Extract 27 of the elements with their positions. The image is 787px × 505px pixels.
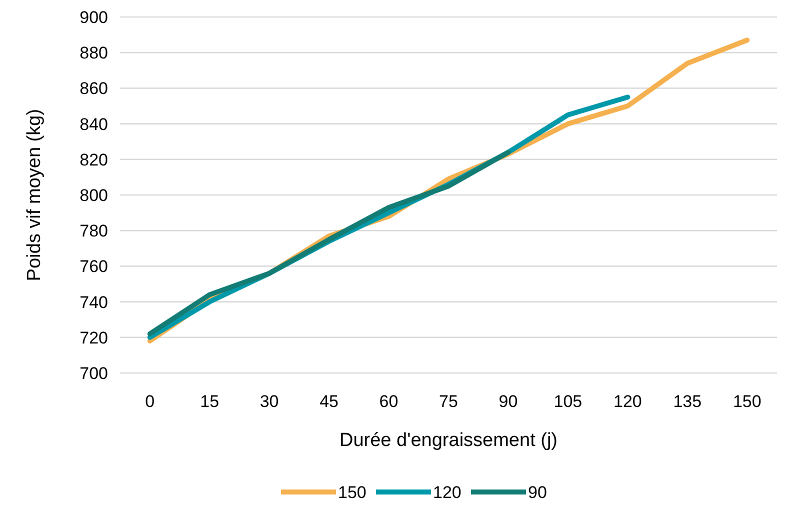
y-tick-label: 760 <box>80 257 108 276</box>
x-tick-label: 30 <box>260 392 279 411</box>
y-tick-label: 820 <box>80 150 108 170</box>
x-tick-label: 15 <box>200 392 220 411</box>
legend-label: 90 <box>528 482 547 502</box>
x-tick-label: 90 <box>498 392 518 411</box>
x-tick-label: 0 <box>145 392 155 411</box>
y-tick-label: 780 <box>80 222 108 241</box>
legend-label: 120 <box>433 482 462 502</box>
x-tick-label: 150 <box>732 392 762 411</box>
x-tick-label: 45 <box>320 392 339 411</box>
y-tick-label: 800 <box>80 186 108 205</box>
legend-label: 150 <box>338 482 366 502</box>
x-axis-title: Durée d'engraissement (j) <box>340 430 558 451</box>
x-tick-label: 75 <box>439 392 458 411</box>
y-tick-label: 880 <box>80 44 108 63</box>
y-tick-label: 700 <box>80 364 108 383</box>
y-tick-label: 900 <box>80 8 108 27</box>
x-tick-label: 105 <box>554 392 582 411</box>
y-tick-label: 840 <box>80 114 108 134</box>
y-axis-title: Poids vif moyen (kg) <box>24 108 45 282</box>
x-tick-label: 120 <box>613 392 642 411</box>
y-tick-label: 720 <box>80 328 108 348</box>
x-tick-label: 60 <box>379 392 398 411</box>
x-tick-label: 135 <box>673 392 702 411</box>
y-tick-label: 740 <box>80 292 108 312</box>
y-tick-label: 860 <box>80 79 108 98</box>
